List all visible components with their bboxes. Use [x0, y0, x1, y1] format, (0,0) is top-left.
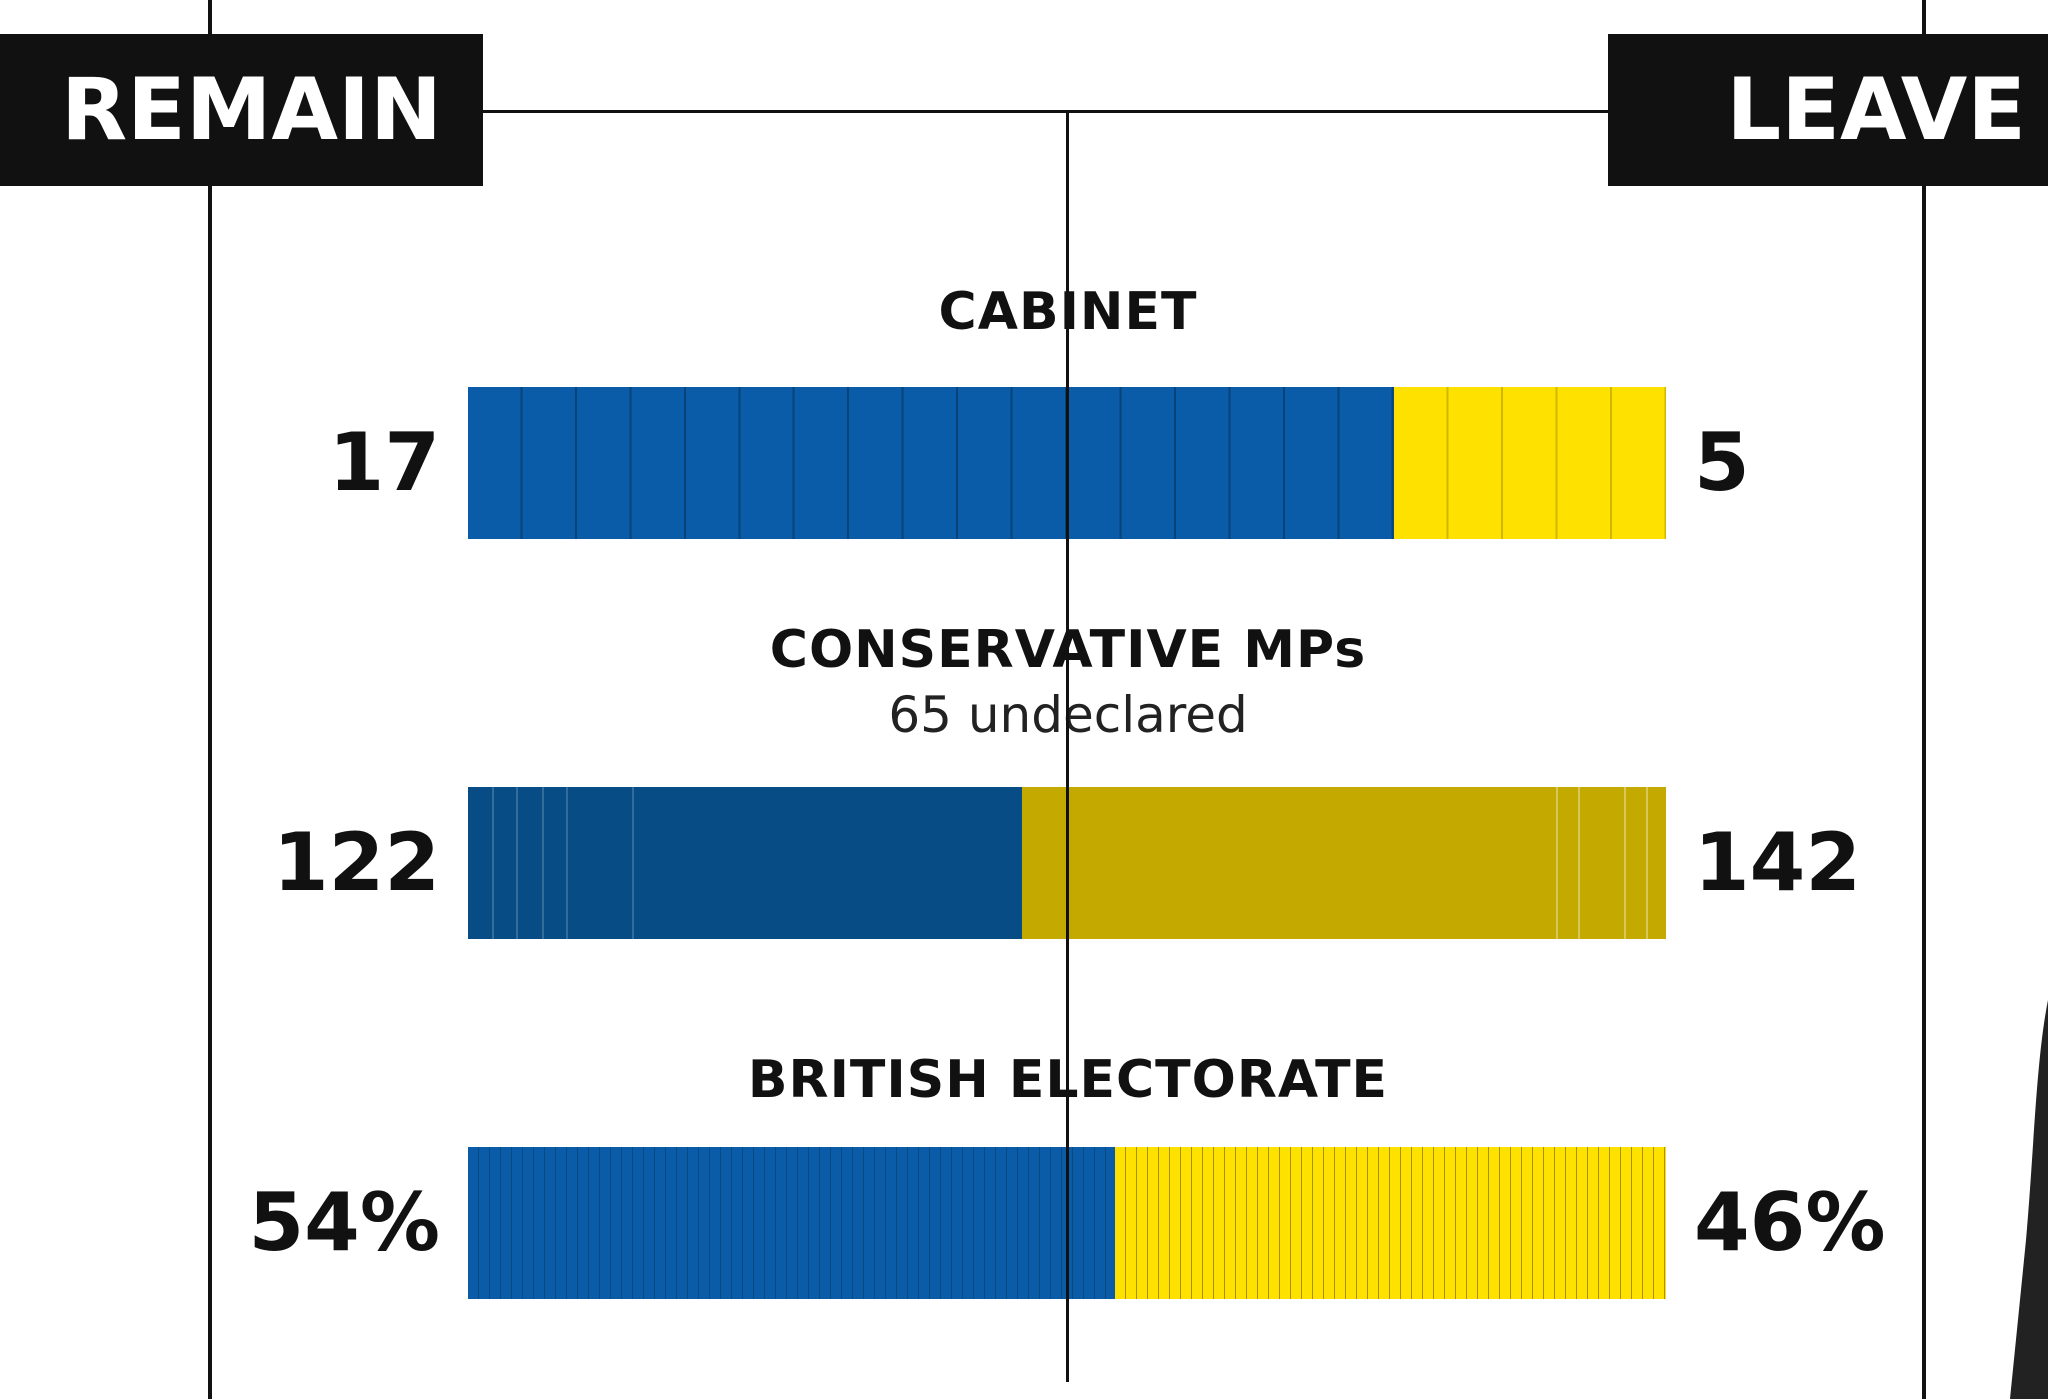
stacked-bar [468, 787, 1666, 939]
remain-value-label: 54% [248, 1176, 440, 1269]
leave-segment [1114, 1147, 1666, 1299]
stacked-bar [468, 387, 1666, 539]
stacked-bar [468, 1147, 1666, 1299]
left-frame-line [208, 0, 212, 1399]
remain-segment [468, 387, 1394, 539]
remain-header: REMAIN [0, 34, 483, 186]
header-rule [480, 110, 1610, 113]
leave-value-label: 46% [1694, 1176, 1886, 1269]
leave-header-text: LEAVE [1726, 60, 2026, 160]
leave-segment [1393, 387, 1666, 539]
leave-value-label: 142 [1694, 816, 1861, 909]
image-edge-artifact [2010, 1000, 2048, 1399]
right-frame-line [1922, 0, 1926, 1399]
remain-value-label: 17 [328, 416, 440, 509]
leave-segment [1021, 787, 1666, 939]
remain-header-text: REMAIN [60, 60, 443, 160]
leave-header: LEAVE [1608, 34, 2048, 186]
remain-segment [468, 1147, 1115, 1299]
midpoint-line [1066, 110, 1069, 1382]
leave-value-label: 5 [1694, 416, 1750, 509]
remain-value-label: 122 [273, 816, 440, 909]
remain-header-notch [0, 34, 18, 186]
remain-segment [468, 787, 1022, 939]
